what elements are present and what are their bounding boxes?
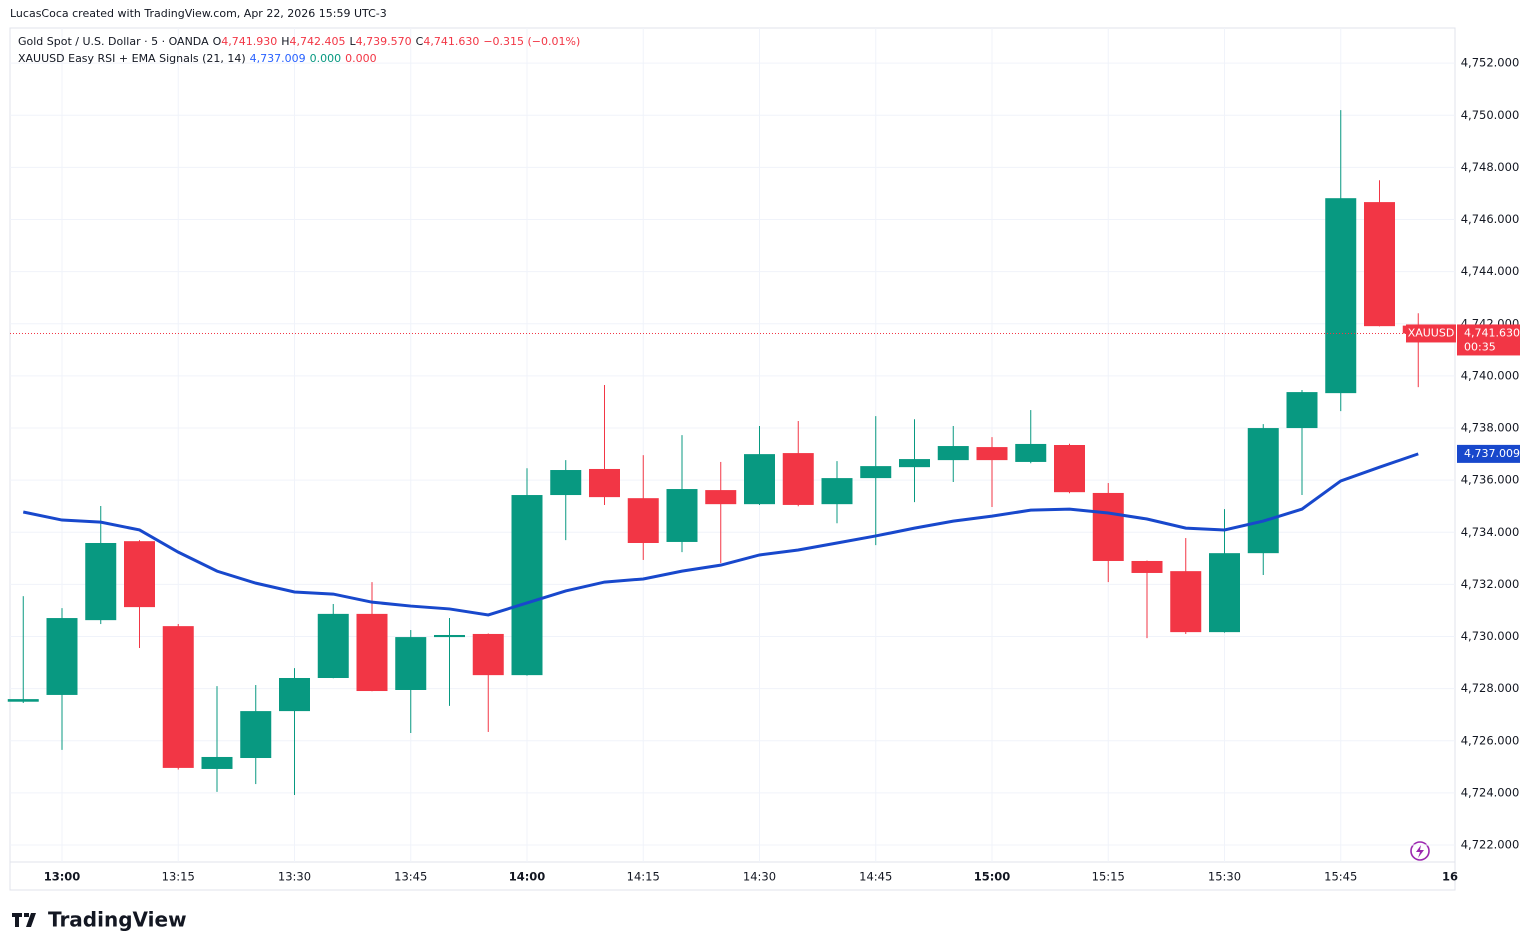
x-tick-label: 14:15: [627, 870, 660, 884]
candle-body: [279, 677, 310, 712]
x-tick-label: 15:45: [1324, 870, 1357, 884]
x-tick-label: 15:30: [1208, 870, 1241, 884]
y-tick-label: 4,726.000: [1461, 733, 1520, 747]
candle-body: [201, 756, 233, 769]
ohlc-value: 4,741.930: [221, 35, 278, 48]
x-tick-label: 14:00: [509, 870, 546, 884]
change: −0.315 (−0.01%): [483, 35, 581, 48]
y-tick-label: 4,722.000: [1461, 838, 1520, 852]
candle-body: [395, 637, 427, 690]
brand-name: TradingView: [48, 908, 187, 932]
candle-body: [821, 478, 853, 505]
y-tick-label: 4,728.000: [1461, 681, 1520, 695]
candle-body: [1209, 553, 1240, 633]
y-tick-label: 4,724.000: [1461, 785, 1520, 799]
candle-body: [1247, 428, 1279, 554]
y-tick-label: 4,748.000: [1461, 160, 1520, 174]
candle-body: [46, 618, 78, 695]
ohlc-value: 4,739.570: [355, 35, 412, 48]
icon-ring[interactable]: [1410, 841, 1430, 861]
ohlc-value: 4,741.630: [423, 35, 480, 48]
y-tick-label: 4,750.000: [1461, 108, 1520, 122]
candle-body: [511, 495, 543, 676]
countdown-text: 00:35: [1464, 340, 1496, 353]
legend-indicator: XAUUSD Easy RSI + EMA Signals (21, 14) 4,…: [18, 52, 381, 65]
price-tag: [1457, 324, 1520, 356]
ohlc-key: O: [212, 35, 222, 48]
price-tag-text: 4,741.630: [1464, 326, 1520, 339]
y-tick-label: 4,744.000: [1461, 264, 1520, 278]
y-tick-label: 4,752.000: [1461, 56, 1520, 70]
x-tick-label: 13:00: [44, 870, 81, 884]
y-tick-label: 4,736.000: [1461, 473, 1520, 487]
candle-body: [7, 699, 39, 702]
candle-body: [1170, 571, 1202, 633]
indicator-name: XAUUSD Easy RSI + EMA Signals (21, 14): [18, 52, 246, 65]
y-tick-label: 4,738.000: [1461, 421, 1520, 435]
indicator-value: 0.000: [309, 52, 342, 65]
candle-body: [1131, 560, 1163, 573]
candle-body: [666, 489, 698, 542]
candle-body: [627, 498, 659, 543]
y-tick-label: 4,746.000: [1461, 212, 1520, 226]
x-tick-label: 14:45: [859, 870, 892, 884]
indicator-value: 4,737.009: [249, 52, 306, 65]
candle-body: [937, 446, 969, 461]
brand-mark: [12, 913, 36, 927]
ema-line: [22, 452, 1419, 617]
y-tick-label: 4,732.000: [1461, 577, 1520, 591]
ohlc-key: C: [415, 35, 424, 48]
candle-body: [1286, 392, 1318, 429]
indicator-value: 0.000: [345, 52, 377, 65]
x-tick-label: 15:00: [974, 870, 1011, 884]
candle-body: [589, 468, 620, 498]
x-tick-label: 14:30: [743, 870, 776, 884]
lightning-icon[interactable]: [1410, 841, 1430, 861]
symbol: Gold Spot / U.S. Dollar · 5 · OANDA: [18, 35, 209, 48]
ohlc-key: L: [349, 35, 356, 48]
plot-frame: [9, 27, 1456, 891]
candle-body: [434, 634, 465, 638]
candle-body: [472, 633, 504, 676]
attribution: LucasCoca created with TradingView.com, …: [10, 7, 387, 20]
x-tick-label: 13:30: [278, 870, 311, 884]
ema-tag: [1457, 444, 1520, 463]
candle-body: [550, 470, 582, 496]
symbol-tag: [1406, 324, 1456, 343]
candle-body: [1325, 198, 1357, 394]
candle-body: [240, 711, 272, 759]
candle-body: [976, 447, 1008, 461]
candle-body: [860, 466, 892, 479]
icon-bolt[interactable]: [1416, 845, 1424, 858]
y-tick-label: 4,734.000: [1461, 525, 1520, 539]
candle-body: [1092, 492, 1124, 561]
symbol-tag-text: XAUUSD: [1408, 326, 1455, 339]
x-tick-label: 13:15: [162, 870, 195, 884]
candle-body: [356, 613, 388, 692]
candle-body: [782, 453, 814, 505]
y-tick-label: 4,740.000: [1461, 368, 1520, 382]
candle-body: [317, 613, 349, 678]
candle-body: [124, 541, 155, 608]
legend-main: Gold Spot / U.S. Dollar · 5 · OANDA O4,74…: [18, 35, 584, 48]
y-tick-label: 4,730.000: [1461, 629, 1520, 643]
brand-logo: TradingView: [12, 908, 187, 932]
candle-body: [85, 542, 117, 621]
candle-body: [1015, 443, 1047, 462]
candle-body: [1364, 202, 1395, 327]
candle-body: [899, 459, 930, 468]
x-tick-label: 13:45: [394, 870, 427, 884]
candle-body: [1054, 445, 1085, 493]
x-tick-label: 15:15: [1092, 870, 1125, 884]
candle-body: [744, 454, 775, 505]
candle-body: [705, 490, 737, 505]
ohlc-key: H: [281, 35, 290, 48]
ema-tag-text: 4,737.009: [1464, 447, 1520, 460]
x-tick-label: 16: [1442, 870, 1458, 884]
candle-body: [162, 626, 194, 768]
ohlc-value: 4,742.405: [289, 35, 346, 48]
